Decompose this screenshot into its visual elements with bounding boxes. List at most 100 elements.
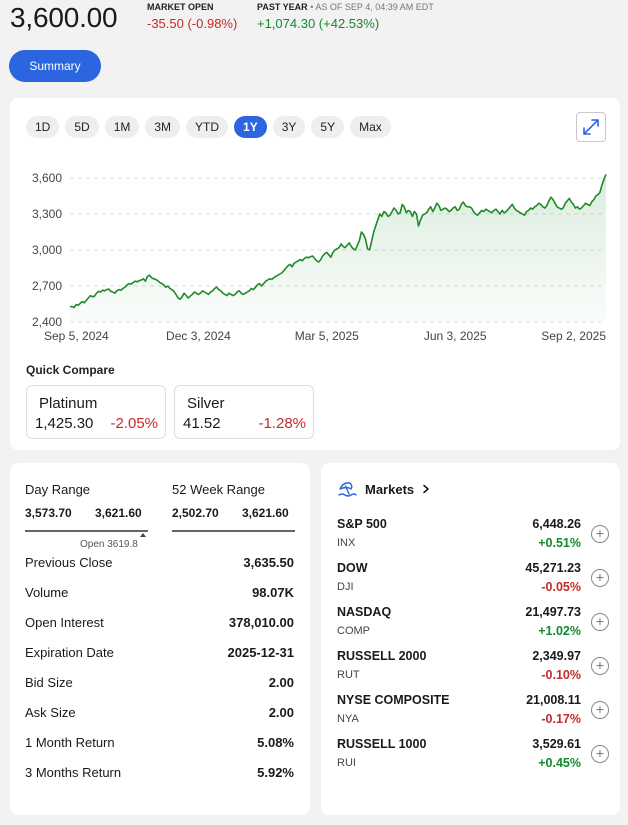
market-change: +0.51%	[538, 536, 581, 550]
stat-ask-size: Ask Size 2.00	[25, 705, 294, 725]
stat-label: Previous Close	[25, 555, 113, 570]
stat-label: Bid Size	[25, 675, 73, 690]
market-row-nyse-composite[interactable]: NYSE COMPOSITE NYA 21,008.11 -0.17% +	[337, 693, 613, 733]
market-row-sp500[interactable]: S&P 500 INX 6,448.26 +0.51% +	[337, 517, 613, 557]
past-year-header: PAST YEAR • AS OF SEP 4, 04:39 AM EDT	[257, 2, 434, 12]
market-name: NYSE COMPOSITE	[337, 693, 450, 707]
add-watchlist-button[interactable]: +	[591, 569, 609, 587]
plus-icon: +	[595, 613, 605, 629]
market-name: S&P 500	[337, 517, 387, 531]
plus-icon: +	[595, 525, 605, 541]
y-tick-label: 2,700	[32, 279, 62, 293]
market-name: DOW	[337, 561, 368, 575]
market-value: 3,529.61	[532, 737, 581, 751]
stat-1-month-return: 1 Month Return 5.08%	[25, 735, 294, 755]
stat-value: 378,010.00	[228, 615, 294, 630]
market-row-nasdaq[interactable]: NASDAQ COMP 21,497.73 +1.02% +	[337, 605, 613, 645]
quick-compare-title: Quick Compare	[26, 363, 115, 377]
compare-card-silver[interactable]: Silver 41.52 -1.28%	[174, 385, 314, 439]
range-3m[interactable]: 3M	[145, 116, 181, 138]
market-value: 21,497.73	[525, 605, 581, 619]
plus-icon: +	[595, 569, 605, 585]
expand-icon	[583, 119, 599, 135]
plus-icon: +	[595, 701, 605, 717]
range-max[interactable]: Max	[350, 116, 391, 138]
stat-volume: Volume 98.07K	[25, 585, 294, 605]
summary-button[interactable]: Summary	[9, 50, 101, 82]
price-line	[69, 174, 607, 309]
y-tick-label: 2,400	[32, 315, 62, 329]
stat-value: 98.07K	[252, 585, 294, 600]
range-ytd[interactable]: YTD	[186, 116, 229, 138]
compare-name: Silver	[187, 395, 225, 412]
x-tick-label: Sep 2, 2025	[541, 329, 606, 343]
day-range-bar	[25, 530, 148, 532]
stat-label: Volume	[25, 585, 69, 600]
day-range-low: 3,573.70	[25, 506, 72, 520]
day-range-label: Day Range	[25, 482, 91, 497]
past-year-label: PAST YEAR	[257, 2, 308, 12]
add-watchlist-button[interactable]: +	[591, 657, 609, 675]
stat-value: 2.00	[268, 705, 294, 720]
stat-label: Open Interest	[25, 615, 104, 630]
range-1d[interactable]: 1D	[26, 116, 60, 138]
week52-high: 3,621.60	[242, 506, 289, 520]
add-watchlist-button[interactable]: +	[591, 701, 609, 719]
stat-3-months-return: 3 Months Return 5.92%	[25, 765, 294, 785]
stat-value: 2025-12-31	[227, 645, 295, 660]
chevron-right-icon	[423, 484, 429, 494]
y-tick-label: 3,300	[32, 207, 62, 221]
stat-value: 5.92%	[257, 765, 294, 780]
market-change: -0.17%	[541, 712, 581, 726]
stat-bid-size: Bid Size 2.00	[25, 675, 294, 695]
compare-card-platinum[interactable]: Platinum 1,425.30 -2.05%	[26, 385, 166, 439]
compare-name: Platinum	[39, 395, 98, 412]
stat-value: 2.00	[268, 675, 294, 690]
stat-value: 5.08%	[257, 735, 294, 750]
market-change: +0.45%	[538, 756, 581, 770]
market-value: 2,349.97	[532, 649, 581, 663]
day-open-marker	[140, 533, 147, 537]
market-symbol: RUI	[337, 757, 356, 769]
stat-previous-close: Previous Close 3,635.50	[25, 555, 294, 575]
market-name: RUSSELL 2000	[337, 649, 427, 663]
x-tick-label: Jun 3, 2025	[424, 329, 487, 343]
range-5y[interactable]: 5Y	[311, 116, 345, 138]
y-tick-label: 3,600	[32, 171, 62, 185]
market-row-russell-2000[interactable]: RUSSELL 2000 RUT 2,349.97 -0.10% +	[337, 649, 613, 689]
range-3y[interactable]: 3Y	[272, 116, 306, 138]
compare-price: 41.52	[183, 415, 221, 432]
add-watchlist-button[interactable]: +	[591, 745, 609, 763]
stat-label: Ask Size	[25, 705, 76, 720]
x-tick-label: Sep 5, 2024	[44, 329, 109, 343]
market-symbol: INX	[337, 537, 356, 549]
stat-value: 3,635.50	[243, 555, 294, 570]
x-tick-label: Mar 5, 2025	[295, 329, 359, 343]
market-change: +1.02%	[538, 624, 581, 638]
market-value: 45,271.23	[525, 561, 581, 575]
range-5d[interactable]: 5D	[65, 116, 99, 138]
range-1y[interactable]: 1Y	[234, 116, 267, 138]
market-status: MARKET OPEN	[147, 2, 214, 12]
time-range-selector: 1D 5D 1M 3M YTD 1Y 3Y 5Y Max	[26, 116, 391, 138]
stat-expiration-date: Expiration Date 2025-12-31	[25, 645, 294, 665]
add-watchlist-button[interactable]: +	[591, 613, 609, 631]
expand-chart-button[interactable]	[576, 112, 606, 142]
market-change: -0.10%	[541, 668, 581, 682]
market-row-russell-1000[interactable]: RUSSELL 1000 RUI 3,529.61 +0.45% +	[337, 737, 613, 777]
day-open-note: Open 3619.8	[80, 539, 138, 550]
market-value: 21,008.11	[526, 693, 581, 707]
beach-umbrella-icon	[338, 482, 357, 497]
compare-change: -2.05%	[110, 415, 158, 432]
market-row-dow[interactable]: DOW DJI 45,271.23 -0.05% +	[337, 561, 613, 601]
x-tick-label: Dec 3, 2024	[166, 329, 231, 343]
past-year-change: +1,074.30 (+42.53%)	[257, 16, 380, 31]
day-range-high: 3,621.60	[95, 506, 142, 520]
stat-label: 3 Months Return	[25, 765, 122, 780]
markets-link[interactable]: Markets	[337, 480, 430, 498]
market-name: NASDAQ	[337, 605, 392, 619]
range-1m[interactable]: 1M	[104, 116, 140, 138]
market-name: RUSSELL 1000	[337, 737, 427, 751]
add-watchlist-button[interactable]: +	[591, 525, 609, 543]
